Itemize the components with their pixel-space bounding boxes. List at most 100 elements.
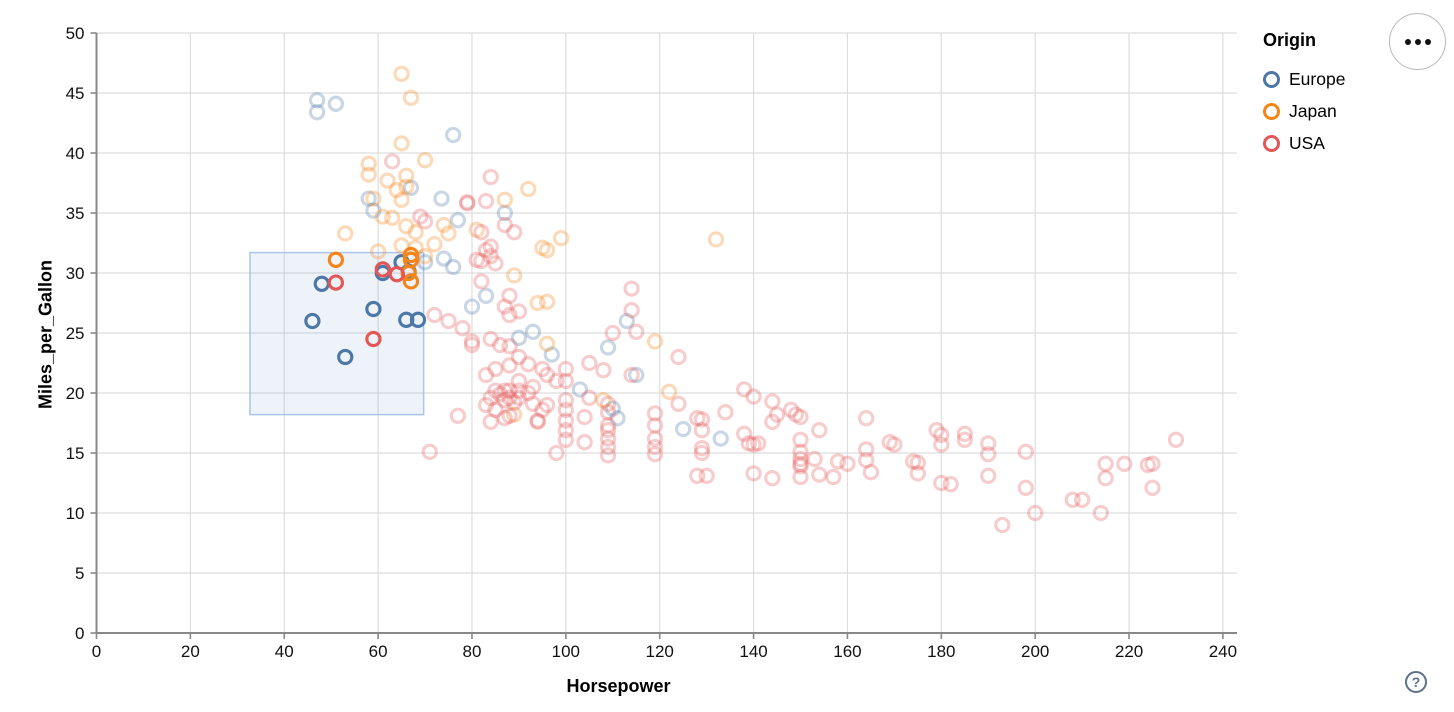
data-point[interactable] xyxy=(384,209,401,226)
data-point[interactable] xyxy=(557,401,574,418)
data-point[interactable] xyxy=(595,392,612,409)
data-point[interactable] xyxy=(839,455,856,472)
data-point[interactable] xyxy=(393,65,410,82)
data-point[interactable] xyxy=(1139,456,1156,474)
data-point[interactable] xyxy=(1144,455,1161,472)
data-point[interactable] xyxy=(412,208,429,225)
data-point[interactable] xyxy=(440,225,457,242)
data-point[interactable] xyxy=(374,208,391,225)
data-point[interactable] xyxy=(792,468,809,486)
data-point[interactable] xyxy=(557,360,574,378)
data-point[interactable] xyxy=(491,386,509,403)
data-point[interactable] xyxy=(482,168,499,186)
data-point[interactable] xyxy=(510,303,528,320)
data-point[interactable] xyxy=(440,312,457,330)
data-point[interactable] xyxy=(463,298,481,315)
data-point[interactable] xyxy=(670,395,687,412)
data-point[interactable] xyxy=(623,302,640,319)
data-point[interactable] xyxy=(858,441,875,458)
data-point[interactable] xyxy=(1097,455,1114,472)
data-point[interactable] xyxy=(599,339,617,356)
data-point[interactable] xyxy=(792,450,809,468)
data-point[interactable] xyxy=(646,446,664,463)
data-point[interactable] xyxy=(402,246,420,264)
data-point[interactable] xyxy=(581,354,598,372)
data-point[interactable] xyxy=(520,180,537,198)
data-point[interactable] xyxy=(520,356,537,373)
data-point[interactable] xyxy=(520,384,537,402)
data-point[interactable] xyxy=(604,400,621,417)
data-point[interactable] xyxy=(524,378,542,396)
data-point[interactable] xyxy=(487,360,504,378)
data-point[interactable] xyxy=(445,126,462,144)
data-point[interactable] xyxy=(501,407,518,424)
data-point[interactable] xyxy=(792,431,809,448)
data-point[interactable] xyxy=(942,476,959,493)
data-point[interactable] xyxy=(693,411,711,428)
data-point[interactable] xyxy=(599,430,617,447)
data-point[interactable] xyxy=(829,453,847,470)
data-point[interactable] xyxy=(1027,504,1044,522)
data-point[interactable] xyxy=(1064,491,1081,508)
data-point[interactable] xyxy=(360,166,377,183)
data-point[interactable] xyxy=(365,330,382,348)
data-point[interactable] xyxy=(736,381,753,398)
data-point[interactable] xyxy=(454,320,471,337)
data-point[interactable] xyxy=(557,412,574,429)
data-point[interactable] xyxy=(506,394,523,411)
data-point[interactable] xyxy=(501,306,518,324)
data-point[interactable] xyxy=(496,382,513,399)
data-point[interactable] xyxy=(435,250,452,267)
data-point[interactable] xyxy=(745,436,762,453)
data-point[interactable] xyxy=(740,435,758,452)
data-point[interactable] xyxy=(398,178,415,195)
data-point[interactable] xyxy=(538,335,556,352)
data-point[interactable] xyxy=(496,392,513,409)
data-point[interactable] xyxy=(792,443,809,460)
data-point[interactable] xyxy=(928,422,945,439)
data-point[interactable] xyxy=(360,155,377,172)
data-point[interactable] xyxy=(491,336,509,354)
data-point[interactable] xyxy=(980,435,997,452)
data-point[interactable] xyxy=(409,311,427,328)
data-point[interactable] xyxy=(717,404,734,421)
data-point[interactable] xyxy=(609,410,626,427)
data-point[interactable] xyxy=(445,258,462,276)
data-point[interactable] xyxy=(595,362,612,379)
data-point[interactable] xyxy=(477,192,495,210)
data-point[interactable] xyxy=(426,306,443,324)
data-point[interactable] xyxy=(1017,443,1034,460)
data-point[interactable] xyxy=(1097,470,1114,487)
data-point[interactable] xyxy=(604,324,621,342)
data-point[interactable] xyxy=(646,417,664,434)
data-point[interactable] xyxy=(308,92,326,109)
data-point[interactable] xyxy=(388,182,406,199)
data-point[interactable] xyxy=(506,267,523,284)
data-point[interactable] xyxy=(374,261,391,278)
data-point[interactable] xyxy=(534,360,551,378)
data-point[interactable] xyxy=(628,366,645,384)
data-point[interactable] xyxy=(468,251,485,268)
data-point[interactable] xyxy=(538,242,556,259)
data-point[interactable] xyxy=(510,329,528,346)
data-point[interactable] xyxy=(534,239,551,256)
data-point[interactable] xyxy=(881,434,898,451)
data-point[interactable] xyxy=(576,434,593,451)
data-point[interactable] xyxy=(980,446,997,463)
data-point[interactable] xyxy=(994,516,1011,534)
data-point[interactable] xyxy=(557,431,574,448)
data-point[interactable] xyxy=(482,248,499,265)
data-point[interactable] xyxy=(421,443,438,460)
data-point[interactable] xyxy=(599,404,617,421)
data-point[interactable] xyxy=(529,294,546,312)
data-point[interactable] xyxy=(599,438,617,456)
data-point[interactable] xyxy=(426,236,443,253)
data-point[interactable] xyxy=(416,213,434,230)
data-point[interactable] xyxy=(571,381,589,398)
data-point[interactable] xyxy=(689,467,706,484)
data-point[interactable] xyxy=(529,412,546,429)
data-point[interactable] xyxy=(473,273,490,290)
data-point[interactable] xyxy=(646,438,664,456)
data-point[interactable] xyxy=(529,413,546,430)
data-point[interactable] xyxy=(449,407,467,424)
